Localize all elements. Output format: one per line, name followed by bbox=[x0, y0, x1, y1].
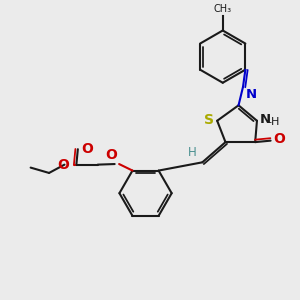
Text: O: O bbox=[81, 142, 93, 156]
Text: N: N bbox=[245, 88, 256, 101]
Text: O: O bbox=[106, 148, 117, 162]
Text: H: H bbox=[188, 146, 197, 159]
Text: N: N bbox=[259, 113, 271, 126]
Text: O: O bbox=[274, 133, 286, 146]
Text: O: O bbox=[57, 158, 69, 172]
Text: CH₃: CH₃ bbox=[214, 4, 232, 14]
Text: -H: -H bbox=[267, 117, 280, 127]
Text: S: S bbox=[204, 112, 214, 127]
